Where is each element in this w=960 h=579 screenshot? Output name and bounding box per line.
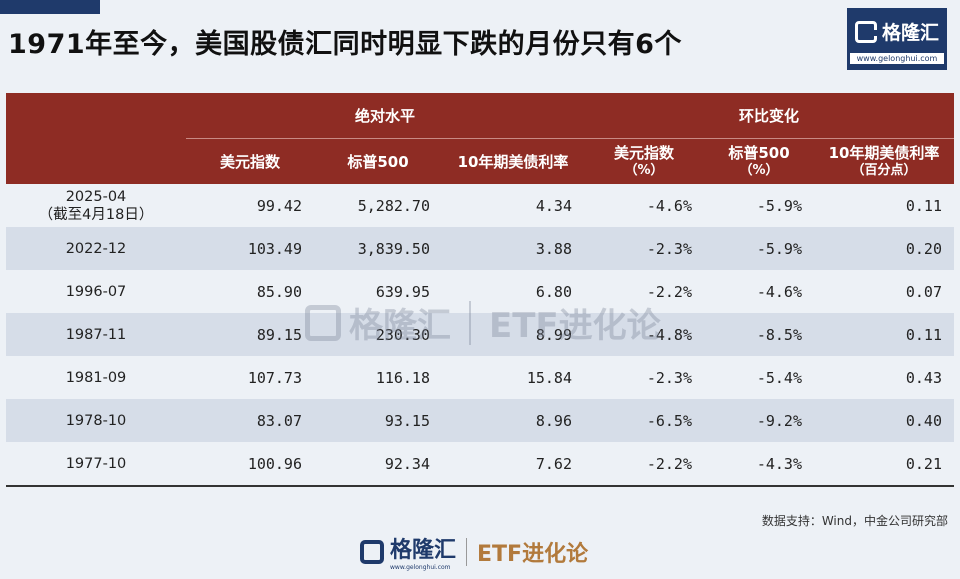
dxy-chg-cell: -6.5% [584, 399, 704, 442]
dxy-cell: 85.90 [256, 282, 302, 301]
corner-cell [6, 93, 186, 139]
column-header-unit: （%） [624, 162, 664, 178]
ust-chg-cell: 0.07 [905, 282, 942, 301]
spx-chg-cell: -5.4% [756, 368, 802, 387]
footer-logo-icon [360, 539, 384, 564]
date-cell: 2025-04 （截至4月18日） [6, 184, 186, 227]
column-header-spx-chg: 标普500 （%） [704, 138, 814, 184]
column-header-dxy-chg: 美元指数 （%） [584, 138, 704, 184]
dxy-cell: 100.96 [186, 442, 314, 487]
brand-logo: 格隆汇 www.gelonghui.com [847, 8, 947, 70]
date-value: 2025-04 [65, 188, 127, 205]
dxy-chg-cell: -4.6% [646, 196, 692, 215]
date-cell: 1978-10 [6, 399, 186, 442]
footer-tag: ETF进化论 [477, 541, 589, 567]
spx-chg-cell: -4.6% [756, 282, 802, 301]
group-header-row: 绝对水平 环比变化 [6, 93, 954, 139]
data-source-note: 数据支持：Wind，中金公司研究部 [761, 514, 948, 528]
dxy-chg-cell: -2.2% [646, 282, 692, 301]
ust-cell: 3.88 [442, 227, 584, 270]
ust-chg-cell: 0.21 [814, 442, 954, 487]
ust-chg-cell: 0.20 [814, 227, 954, 270]
ust-cell: 4.34 [535, 196, 572, 215]
date-cell: 2022-12 [6, 227, 186, 270]
table-row: 2025-04 （截至4月18日） 99.42 5,282.70 4.34 -4.… [6, 184, 954, 227]
column-header-spx: 标普500 [314, 138, 442, 184]
column-header-label: 10年期美债利率 [828, 143, 940, 162]
ust-chg-cell: 0.43 [905, 368, 942, 387]
group-header-absolute: 绝对水平 [186, 93, 584, 139]
table-row: 1996-07 85.90 639.95 6.80 -2.2% -4.6% 0.… [6, 270, 954, 313]
column-header-unit: （%） [739, 162, 779, 178]
dxy-chg-cell: -2.3% [646, 368, 692, 387]
column-header-ust: 10年期美债利率 [442, 138, 584, 184]
footer-brand-block: 格隆汇 www.gelonghui.com [390, 532, 456, 571]
spx-chg-cell: -8.5% [704, 313, 814, 356]
spx-cell: 639.95 [375, 282, 430, 301]
ust-cell: 7.62 [442, 442, 584, 487]
spx-cell: 3,839.50 [314, 227, 442, 270]
column-header-date [6, 138, 186, 184]
dxy-cell: 89.15 [186, 313, 314, 356]
footer-brand: 格隆汇 [390, 538, 457, 563]
top-accent-bar [0, 0, 100, 14]
table-row: 1981-09 107.73 116.18 15.84 -2.3% -5.4% … [6, 356, 954, 399]
column-header-label: 美元指数 [219, 152, 280, 171]
dxy-cell: 103.49 [186, 227, 314, 270]
dxy-cell: 107.73 [247, 368, 302, 387]
column-header-label: 美元指数 [613, 143, 674, 162]
dxy-cell: 83.07 [186, 399, 314, 442]
market-table: 绝对水平 环比变化 美元指数 标普500 10年期美债利率 美元指数 （%） 标普… [6, 93, 954, 487]
column-header-label: 标普500 [728, 143, 790, 162]
column-header-row: 美元指数 标普500 10年期美债利率 美元指数 （%） 标普500 （%） 10年… [6, 138, 954, 184]
date-note: （截至4月18日） [38, 206, 154, 223]
spx-chg-cell: -5.9% [704, 227, 814, 270]
footer-logo: 格隆汇 www.gelonghui.com ETF进化论 [360, 532, 588, 571]
column-header-label: 标普500 [347, 152, 409, 171]
ust-cell: 8.96 [442, 399, 584, 442]
date-cell: 1977-10 [6, 442, 186, 487]
ust-chg-cell: 0.11 [814, 313, 954, 356]
column-header-unit: （百分点） [851, 162, 917, 178]
logo-url: www.gelonghui.com [850, 53, 944, 64]
spx-cell: 93.15 [314, 399, 442, 442]
footer-url: www.gelonghui.com [390, 564, 451, 571]
column-header-ust-chg: 10年期美债利率 （百分点） [814, 138, 954, 184]
ust-chg-cell: 0.11 [905, 196, 942, 215]
page-title: 1971年至今，美国股债汇同时明显下跌的月份只有6个 [8, 29, 682, 60]
dxy-chg-cell: -4.8% [584, 313, 704, 356]
spx-cell: 92.34 [314, 442, 442, 487]
column-header-label: 10年期美债利率 [457, 152, 569, 171]
logo-name: 格隆汇 [881, 22, 939, 44]
date-cell: 1996-07 [65, 283, 127, 300]
date-cell: 1987-11 [6, 313, 186, 356]
table-row: 1987-11 89.15 230.30 8.99 -4.8% -8.5% 0.… [6, 313, 954, 356]
table-row: 1978-10 83.07 93.15 8.96 -6.5% -9.2% 0.4… [6, 399, 954, 442]
spx-cell: 5,282.70 [357, 196, 430, 215]
ust-chg-cell: 0.40 [814, 399, 954, 442]
footer-divider [466, 537, 468, 566]
dxy-chg-cell: -2.3% [584, 227, 704, 270]
spx-chg-cell: -9.2% [704, 399, 814, 442]
ust-cell: 6.80 [535, 282, 572, 301]
dxy-chg-cell: -2.2% [584, 442, 704, 487]
ust-cell: 8.99 [442, 313, 584, 356]
spx-chg-cell: -5.9% [756, 196, 802, 215]
table-row: 2022-12 103.49 3,839.50 3.88 -2.3% -5.9%… [6, 227, 954, 270]
spx-cell: 116.18 [375, 368, 430, 387]
table-row: 1977-10 100.96 92.34 7.62 -2.2% -4.3% 0.… [6, 442, 954, 487]
spx-chg-cell: -4.3% [704, 442, 814, 487]
column-header-dxy: 美元指数 [186, 138, 314, 184]
dxy-cell: 99.42 [256, 196, 302, 215]
date-cell: 1981-09 [65, 369, 127, 386]
spx-cell: 230.30 [314, 313, 442, 356]
ust-cell: 15.84 [526, 368, 572, 387]
group-header-change: 环比变化 [584, 93, 954, 139]
gelonghui-logo-icon [854, 20, 877, 43]
